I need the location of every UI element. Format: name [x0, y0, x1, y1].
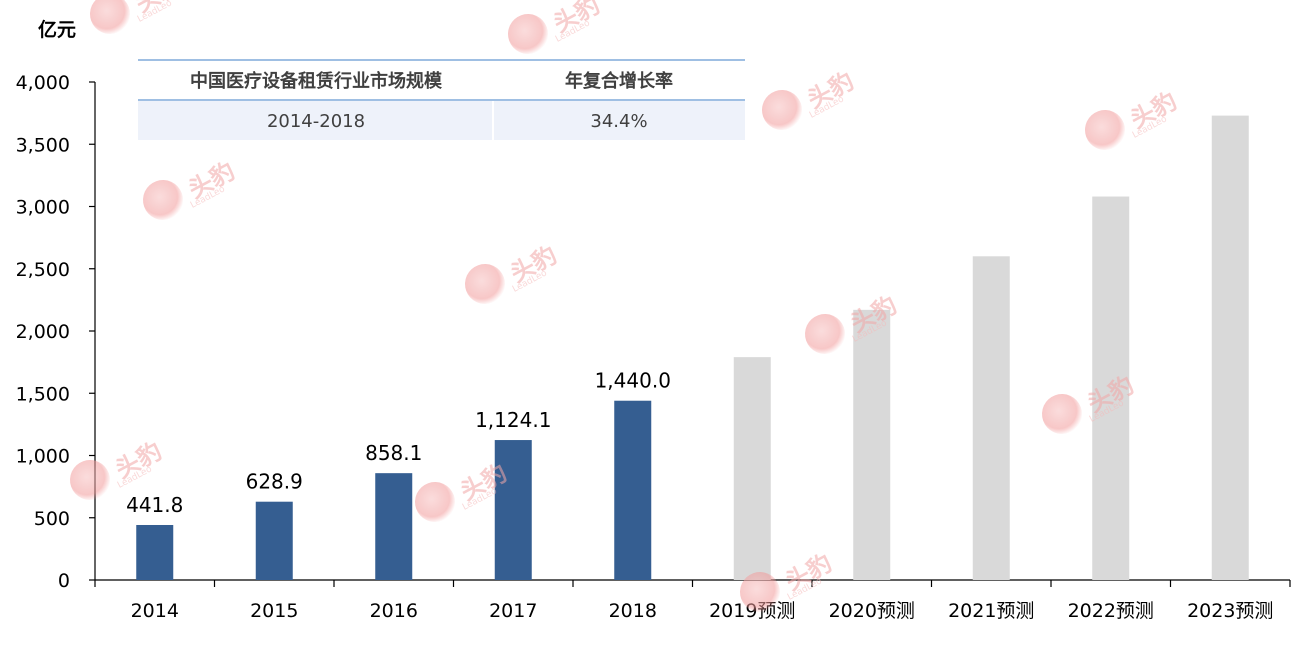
x-tick-label: 2014	[131, 600, 179, 622]
data-label: 628.9	[246, 470, 303, 494]
data-labels-group: 441.8 628.9 858.1 1,124.1 1,440.0	[126, 369, 671, 517]
data-label: 441.8	[126, 493, 183, 517]
bar-2023预测	[1211, 115, 1249, 581]
x-tick-label: 2023预测	[1187, 600, 1273, 622]
y-tick-label: 2,000	[16, 321, 70, 343]
x-tick-label: 2022预测	[1068, 600, 1154, 622]
table-header-market-size: 中国医疗设备租赁行业市场规模	[190, 70, 443, 92]
x-tick-label: 2015	[250, 600, 298, 622]
table-cell-period: 2014-2018	[267, 111, 365, 132]
x-tick-label: 2020预测	[829, 600, 915, 622]
y-tick-labels-group: 0 500 1,000 1,500 2,000 2,500 3,000 3,500 4,000	[16, 72, 70, 592]
bar-2020预测	[853, 309, 891, 580]
y-tick-label: 500	[34, 508, 70, 530]
table-header-cagr: 年复合增长率	[565, 70, 673, 92]
bar-2014	[136, 524, 174, 580]
bar-2015	[255, 501, 293, 580]
bar-2021预测	[972, 256, 1010, 580]
x-tick-label: 2021预测	[948, 600, 1034, 622]
y-tick-label: 4,000	[16, 72, 70, 94]
y-tick-label: 3,500	[16, 134, 70, 156]
bar-2016	[375, 473, 413, 580]
x-tick-label: 2019预测	[709, 600, 795, 622]
table-cell-cagr-value: 34.4%	[590, 111, 647, 132]
data-label: 1,124.1	[475, 408, 551, 432]
bar-2019预测	[733, 357, 771, 580]
y-axis-unit-label: 亿元	[38, 18, 76, 41]
y-tick-label: 2,500	[16, 259, 70, 281]
table-row-bg	[138, 101, 745, 140]
x-tick-labels-group: 2014 2015 2016 2017 2018 2019预测 2020预测 2021预测 20…	[131, 600, 1274, 622]
x-tick-label: 2016	[370, 600, 418, 622]
bar-2018	[614, 400, 652, 580]
bars-group	[136, 115, 1249, 581]
bar-2022预测	[1092, 196, 1130, 581]
y-tick-label: 1,000	[16, 446, 70, 468]
y-tick-label: 3,000	[16, 197, 70, 219]
y-tick-label: 0	[58, 570, 70, 592]
x-tick-label: 2017	[489, 600, 537, 622]
bar-2017	[494, 440, 532, 580]
x-tick-label: 2018	[609, 600, 657, 622]
y-tick-label: 1,500	[16, 383, 70, 405]
summary-table: 中国医疗设备租赁行业市场规模 年复合增长率 2014-2018 34.4%	[138, 59, 745, 140]
data-label: 1,440.0	[595, 369, 671, 393]
data-label: 858.1	[365, 441, 422, 465]
